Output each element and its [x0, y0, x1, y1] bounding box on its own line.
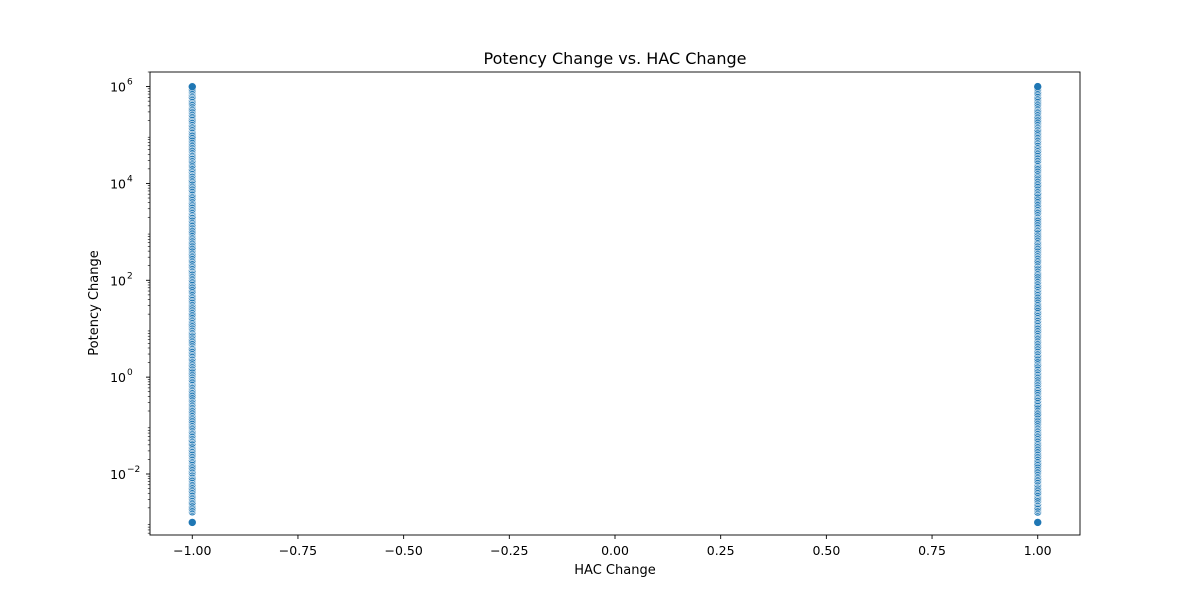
y-tick-base: 10 — [110, 370, 126, 385]
x-tick-label: 0.00 — [601, 543, 629, 558]
data-point — [188, 83, 196, 91]
x-tick-label: 0.25 — [707, 543, 735, 558]
y-tick-exponent: 6 — [127, 78, 133, 88]
y-tick-label: 10 0 — [110, 368, 133, 385]
x-tick-label: −0.75 — [279, 543, 317, 558]
y-tick-base: 10 — [110, 273, 126, 288]
x-axis-ticks: −1.00 −0.75 −0.50 −0.25 0.00 0.25 0.50 0.75 1.00 — [173, 535, 1052, 558]
y-tick-label: 10 2 — [110, 271, 133, 288]
chart-title: Potency Change vs. HAC Change — [483, 49, 746, 68]
x-tick-label: 1.00 — [1024, 543, 1052, 558]
data-points — [188, 83, 1041, 527]
x-tick-label: −0.50 — [384, 543, 422, 558]
y-tick-label: 10 −2 — [110, 465, 140, 482]
y-tick-exponent: 2 — [127, 271, 133, 281]
y-tick-exponent: 0 — [127, 368, 133, 378]
data-point — [1034, 83, 1042, 91]
y-tick-base: 10 — [110, 80, 126, 95]
y-tick-exponent: −2 — [127, 465, 140, 475]
y-tick-base: 10 — [110, 176, 126, 191]
y-tick-label: 10 4 — [110, 174, 133, 191]
x-tick-label: 0.50 — [812, 543, 840, 558]
data-point — [1034, 518, 1042, 526]
y-axis-label: Potency Change — [87, 250, 102, 355]
x-tick-label: 0.75 — [918, 543, 946, 558]
x-axis-label: HAC Change — [574, 563, 655, 578]
plot-frame — [150, 72, 1080, 535]
data-point — [188, 518, 196, 526]
y-tick-label: 10 6 — [110, 78, 133, 95]
y-tick-exponent: 4 — [127, 174, 133, 184]
x-tick-label: −0.25 — [490, 543, 528, 558]
x-tick-label: −1.00 — [173, 543, 211, 558]
y-tick-base: 10 — [110, 467, 126, 482]
